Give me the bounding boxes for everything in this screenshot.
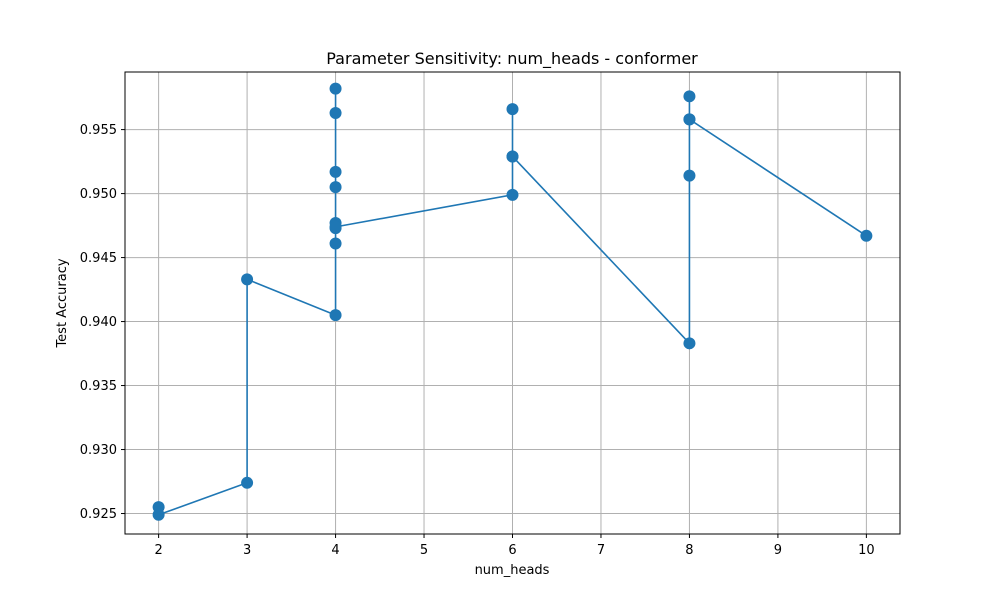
data-point: [329, 309, 342, 322]
x-tick-label: 3: [243, 543, 251, 558]
x-tick-label: 7: [597, 543, 605, 558]
data-point: [683, 337, 696, 350]
data-point: [683, 90, 696, 103]
data-point: [506, 188, 519, 201]
data-point: [506, 103, 519, 116]
grid: [125, 72, 900, 534]
y-tick-label: 0.955: [80, 123, 117, 138]
y-tick-label: 0.935: [80, 379, 117, 394]
data-point: [329, 237, 342, 250]
data-point: [860, 229, 873, 242]
data-point: [241, 273, 254, 286]
data-point: [506, 150, 519, 163]
data-point: [329, 106, 342, 119]
y-axis: 0.925 0.930 0.935 0.940 0.945 0.950 0.955: [80, 123, 125, 522]
data-point: [241, 476, 254, 489]
x-axis: 2 3 4 5 6 7 8 9 10: [154, 534, 875, 558]
y-axis-label: Test Accuracy: [55, 258, 70, 348]
y-tick-label: 0.945: [80, 251, 117, 266]
x-tick-label: 9: [774, 543, 782, 558]
data-point: [329, 82, 342, 95]
y-tick-label: 0.925: [80, 507, 117, 522]
y-tick-label: 0.950: [80, 187, 117, 202]
x-tick-label: 10: [858, 543, 875, 558]
chart-title: Parameter Sensitivity: num_heads - confo…: [326, 49, 698, 69]
x-tick-label: 5: [420, 543, 428, 558]
data-point: [329, 181, 342, 194]
data-point: [683, 113, 696, 126]
data-point: [329, 165, 342, 178]
x-tick-label: 8: [685, 543, 693, 558]
data-point: [152, 508, 165, 521]
y-tick-label: 0.940: [80, 315, 117, 330]
y-tick-label: 0.930: [80, 443, 117, 458]
data-point: [329, 220, 342, 233]
x-tick-label: 2: [154, 543, 162, 558]
data-point: [683, 169, 696, 182]
series-layer: [152, 82, 873, 521]
x-axis-label: num_heads: [475, 563, 550, 578]
x-tick-label: 4: [331, 543, 339, 558]
x-tick-label: 6: [508, 543, 516, 558]
